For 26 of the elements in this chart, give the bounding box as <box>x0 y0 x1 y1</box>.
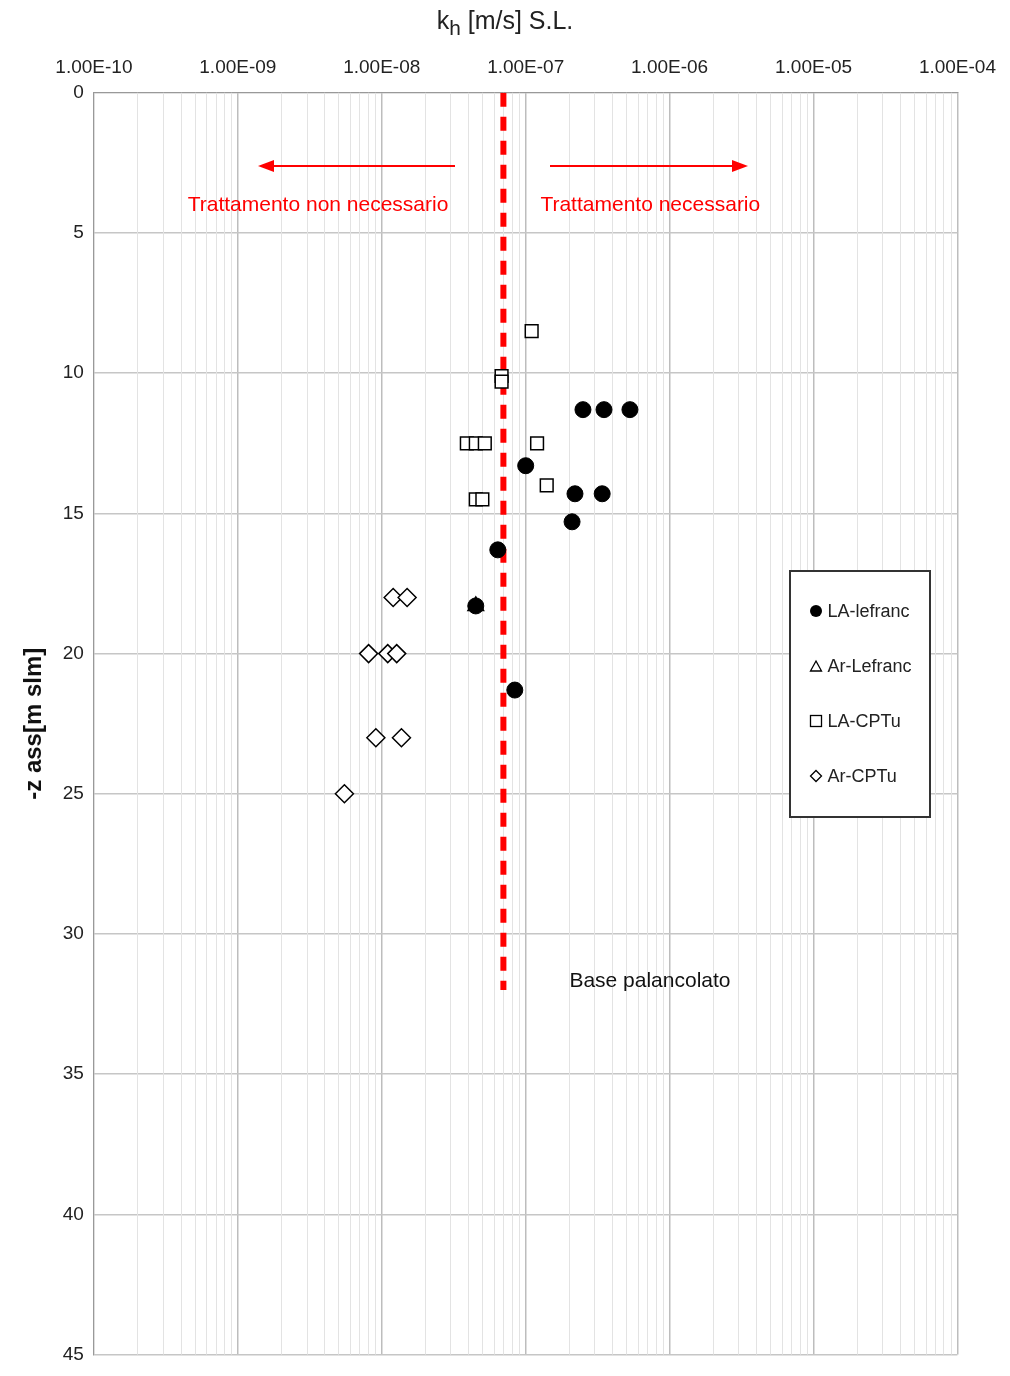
x-tick-label: 1.00E-08 <box>343 55 421 77</box>
y-tick-label: 10 <box>62 361 84 383</box>
y-tick-label: 30 <box>62 922 84 944</box>
x-axis-title: k$_{h}$ [m/s] S.L. <box>435 6 575 40</box>
annotation: Base palancolato <box>569 968 731 992</box>
y-axis-title: -z ass[m slm] <box>19 647 47 800</box>
y-tick-label: 25 <box>62 782 84 804</box>
x-tick-label: 1.00E-05 <box>774 55 853 77</box>
annotation: Trattamento necessario <box>540 191 761 215</box>
x-tick-label: 1.00E-07 <box>487 55 565 77</box>
y-tick-label: 15 <box>62 501 84 523</box>
y-tick-label: 20 <box>62 641 84 663</box>
legend-label: LA-CPTu <box>827 710 901 732</box>
x-tick-label: 1.00E-09 <box>199 55 277 77</box>
annotation: Trattamento non necessario <box>187 191 449 215</box>
legend-label: Ar-Lefranc <box>827 655 912 677</box>
y-tick-label: 45 <box>62 1342 84 1364</box>
y-tick-label: 0 <box>73 81 84 103</box>
y-tick-label: 40 <box>62 1202 84 1224</box>
y-tick-label: 35 <box>62 1062 84 1084</box>
legend-label: LA-lefranc <box>827 600 910 622</box>
y-tick-label: 5 <box>73 221 84 243</box>
x-tick-label: 1.00E-10 <box>55 55 133 77</box>
x-tick-label: 1.00E-04 <box>918 55 997 77</box>
x-tick-label: 1.00E-06 <box>631 55 709 77</box>
legend-label: Ar-CPTu <box>827 765 897 787</box>
